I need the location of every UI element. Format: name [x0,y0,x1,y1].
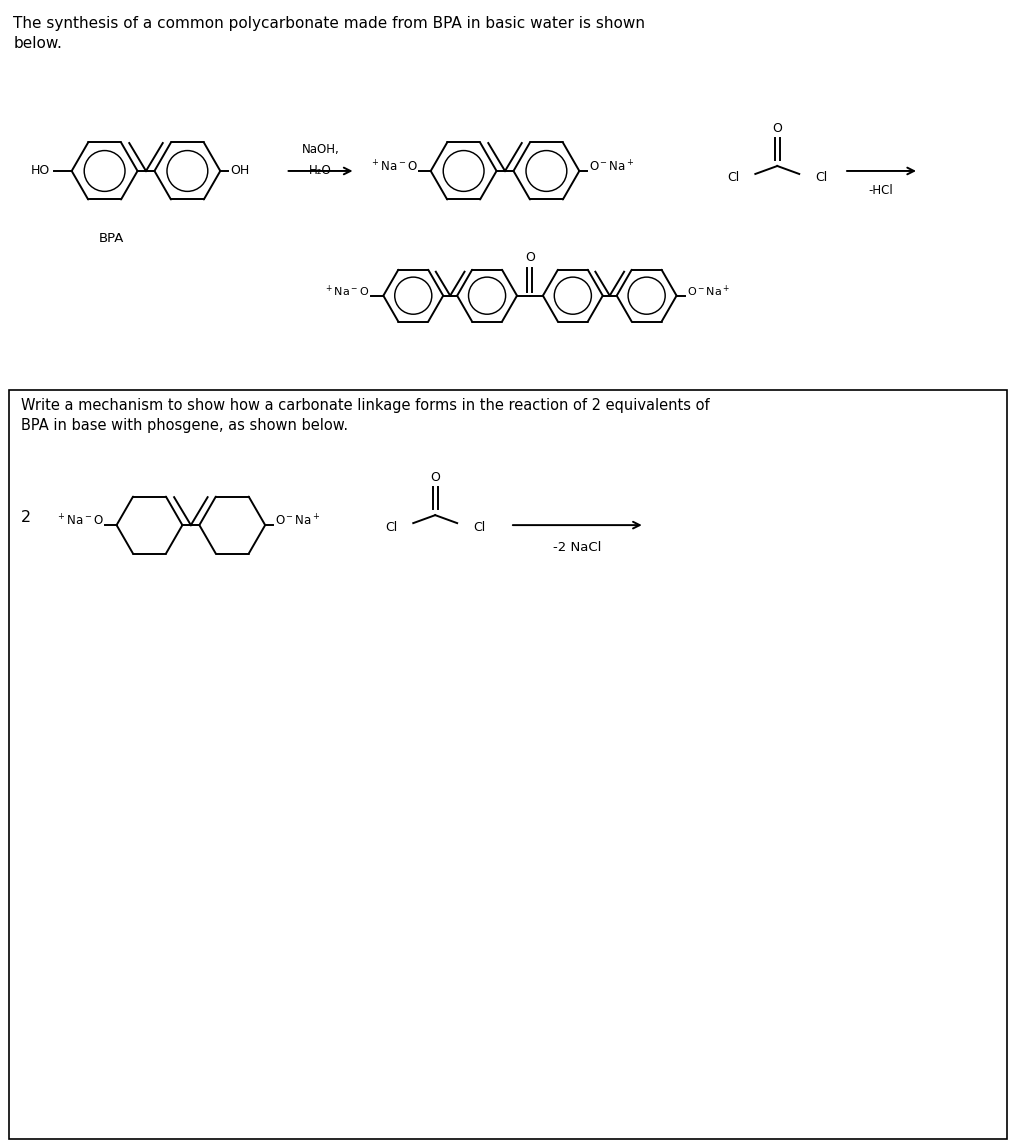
Text: O$^-$Na$^+$: O$^-$Na$^+$ [589,159,635,175]
Text: O$^-$Na$^+$: O$^-$Na$^+$ [275,513,321,529]
Text: Cl: Cl [473,521,485,534]
Text: O: O [430,471,440,483]
Text: The synthesis of a common polycarbonate made from BPA in basic water is shown
be: The synthesis of a common polycarbonate … [13,16,645,52]
Text: Cl: Cl [385,521,397,534]
Text: Write a mechanism to show how a carbonate linkage forms in the reaction of 2 equ: Write a mechanism to show how a carbonat… [22,398,710,433]
Text: -HCl: -HCl [869,184,894,197]
FancyBboxPatch shape [9,390,1007,1138]
Text: $^+$Na$^-$O: $^+$Na$^-$O [55,513,104,529]
Text: OH: OH [230,165,249,177]
Text: NaOH,: NaOH, [302,142,340,156]
Text: O: O [525,251,535,264]
Text: $^+$Na$^-$O: $^+$Na$^-$O [370,159,418,175]
Text: $^+$Na$^-$O: $^+$Na$^-$O [324,284,369,299]
Text: Cl: Cl [727,172,740,184]
Text: BPA: BPA [98,232,124,245]
Text: O: O [773,121,782,135]
Text: HO: HO [31,165,49,177]
Text: O$^-$Na$^+$: O$^-$Na$^+$ [686,284,729,299]
Text: -2 NaCl: -2 NaCl [553,540,601,553]
Text: H₂O: H₂O [309,165,331,177]
Text: Cl: Cl [816,172,827,184]
Text: 2: 2 [22,510,32,524]
